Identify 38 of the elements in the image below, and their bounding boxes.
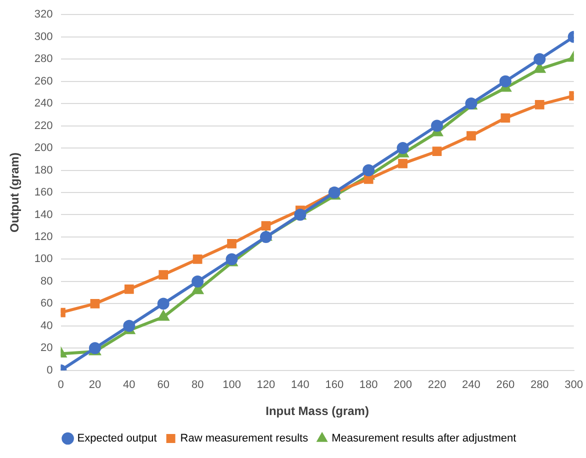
x-tick-label: 180 [359,379,378,392]
y-tick-label: 40 [40,320,53,332]
y-tick-label: 100 [34,253,53,266]
x-tick-label: 40 [123,379,136,392]
x-tick-label: 0 [58,379,64,392]
x-axis-title: Input Mass (gram) [266,404,369,418]
y-tick-label: 60 [40,298,53,310]
x-tick-label: 100 [222,379,241,392]
y-tick-label: 240 [34,98,53,110]
x-tick-label: 20 [88,379,102,392]
x-tick-label: 300 [564,379,584,392]
x-tick-label: 140 [291,379,310,392]
x-tick-label: 240 [462,379,480,392]
y-tick-label: 0 [46,364,53,376]
y-tick-label: 180 [34,164,53,176]
legend-label: Measurement results after adjustment [332,432,516,445]
y-tick-label: 220 [34,120,53,132]
y-axis-title: Output (gram) [8,152,22,232]
y-tick-label: 320 [34,8,53,21]
y-tick-label: 20 [40,342,53,354]
x-tick-label: 80 [191,379,204,392]
x-tick-label: 60 [157,379,170,392]
legend-label: Expected output [77,432,157,445]
legend-label: Raw measurement results [180,432,309,445]
y-tick-label: 260 [34,75,53,88]
x-tick-label: 220 [428,379,446,392]
y-tick-label: 120 [34,231,53,244]
x-tick-label: 260 [496,379,515,392]
y-tick-label: 300 [34,30,53,43]
x-tick-label: 120 [256,379,276,392]
y-tick-label: 140 [34,208,53,221]
x-tick-label: 200 [394,379,412,392]
y-tick-label: 200 [34,142,53,154]
y-tick-label: 280 [34,53,53,66]
y-tick-label: 80 [40,275,53,288]
y-tick-label: 160 [34,186,53,199]
x-tick-label: 160 [325,379,344,392]
x-tick-label: 280 [530,379,549,392]
